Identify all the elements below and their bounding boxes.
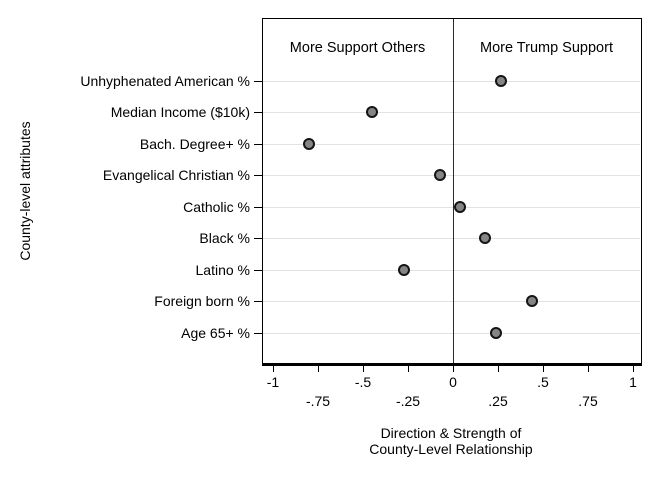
x-tick-label: -.25 [395, 393, 421, 409]
data-point-black [479, 232, 491, 244]
gridline [263, 144, 640, 145]
x-axis-title-line2: County-Level Relationship [369, 441, 533, 457]
y-axis-tick [254, 207, 262, 208]
x-tick-label: .75 [578, 393, 598, 409]
data-point-bach-degree [303, 138, 315, 150]
data-point-latino [398, 264, 410, 276]
y-category-label: Median Income ($10k) [110, 104, 250, 120]
x-tick-label: -.75 [305, 393, 331, 409]
zero-reference-line [453, 19, 454, 363]
annotation-more-trump-support: More Trump Support [480, 40, 613, 56]
x-axis-tick [588, 366, 589, 372]
data-point-unhyphenated-american [495, 75, 507, 87]
x-axis-tick [408, 366, 409, 372]
x-axis-tick [273, 366, 274, 372]
x-axis-tick [633, 366, 634, 372]
plot-area [262, 18, 642, 366]
y-axis-tick [254, 81, 262, 82]
x-axis-tick [543, 366, 544, 372]
data-point-age-65 [490, 327, 502, 339]
x-axis-title-line1: Direction & Strength of [380, 425, 522, 441]
gridline [263, 238, 640, 239]
y-category-label: Latino % [195, 262, 250, 278]
x-tick-label: -1 [266, 374, 280, 390]
gridline [263, 207, 640, 208]
y-category-label: Evangelical Christian % [102, 167, 250, 183]
x-axis-tick [363, 366, 364, 372]
y-axis-tick [254, 270, 262, 271]
x-axis-tick [318, 366, 319, 372]
x-tick-label: 1 [629, 374, 637, 390]
gridline [263, 112, 640, 113]
y-axis-tick [254, 333, 262, 334]
y-category-label: Catholic % [183, 199, 250, 215]
y-category-label: Bach. Degree+ % [139, 136, 250, 152]
x-axis-tick [498, 366, 499, 372]
y-category-label: Unhyphenated American % [80, 73, 250, 89]
gridline [263, 175, 640, 176]
x-tick-label: .5 [537, 374, 549, 390]
y-axis-tick [254, 238, 262, 239]
data-point-catholic [454, 201, 466, 213]
x-axis-tick [453, 366, 454, 372]
x-tick-label: .25 [488, 393, 508, 409]
data-point-evangelical-christian [434, 169, 446, 181]
y-axis-tick [254, 175, 262, 176]
y-axis-tick [254, 144, 262, 145]
data-point-median-income-10k [366, 106, 378, 118]
y-axis-tick [254, 112, 262, 113]
x-tick-label: 0 [449, 374, 457, 390]
y-category-label: Age 65+ % [181, 325, 250, 341]
gridline [263, 301, 640, 302]
gridline [263, 270, 640, 271]
y-category-label: Foreign born % [154, 293, 250, 309]
gridline [263, 333, 640, 334]
gridline [263, 81, 640, 82]
y-category-label: Black % [199, 230, 250, 246]
y-axis-tick [254, 301, 262, 302]
data-point-foreign-born [526, 295, 538, 307]
annotation-more-support-others: More Support Others [289, 40, 426, 56]
x-tick-label: -.5 [354, 374, 372, 390]
